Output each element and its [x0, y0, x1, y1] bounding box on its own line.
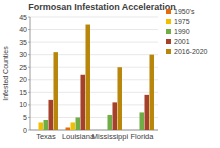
bar — [39, 122, 43, 130]
legend-swatch — [166, 19, 171, 24]
bar — [76, 117, 80, 130]
title: Formosan Infestation Acceleration — [28, 2, 176, 12]
legend-swatch — [166, 9, 171, 14]
bar — [71, 122, 75, 130]
bar — [103, 130, 107, 131]
grid-line — [30, 79, 158, 80]
legend-label: 2001 — [174, 38, 190, 45]
bar — [108, 115, 112, 130]
legend-swatch — [166, 49, 171, 54]
tick-label: 20 — [19, 76, 27, 83]
grid-line — [30, 29, 158, 30]
legend-label: 1975 — [174, 18, 190, 25]
bar — [44, 120, 48, 130]
tick-label: 15 — [19, 89, 27, 96]
legend-label: 1950's — [174, 8, 195, 15]
tick-label: 25 — [19, 64, 27, 71]
legend-label: 1990 — [174, 28, 190, 35]
bar — [98, 130, 102, 131]
bar — [112, 102, 116, 130]
bar — [80, 75, 84, 130]
tick-label: 0 — [23, 127, 27, 134]
chart-svg: Formosan Infestation Acceleration Infeste… — [0, 0, 220, 148]
tick-label: 30 — [19, 51, 27, 58]
legend-swatch — [166, 39, 171, 44]
category-label: Florida — [131, 132, 155, 141]
bar — [48, 100, 52, 130]
category-label: Louisiana — [62, 132, 95, 141]
bar — [53, 52, 57, 130]
y-axis — [30, 17, 31, 130]
tick-label: 10 — [19, 101, 27, 108]
bar — [135, 130, 139, 131]
bar — [144, 95, 148, 130]
legend-swatch — [166, 29, 171, 34]
category-label: Mississippi — [92, 132, 129, 141]
grid-line — [30, 67, 158, 68]
chart-container: Formosan Infestation Acceleration Infeste… — [0, 0, 220, 148]
bar — [66, 127, 70, 130]
tick-label: 40 — [19, 26, 27, 33]
bar — [149, 55, 153, 130]
category-label: Texas — [36, 132, 56, 141]
bar — [117, 67, 121, 130]
bar — [140, 112, 144, 130]
grid-line — [30, 54, 158, 55]
grid-line — [30, 17, 158, 18]
tick-label: 45 — [19, 14, 27, 21]
bar — [130, 130, 134, 131]
bar — [85, 25, 89, 130]
legend-label: 2016-2020 — [174, 48, 208, 55]
grid-line — [30, 42, 158, 43]
y-axis-label: Infested Counties — [2, 46, 9, 101]
tick-label: 5 — [23, 114, 27, 121]
grid-line — [30, 92, 158, 93]
bars — [39, 25, 154, 130]
tick-label: 35 — [19, 39, 27, 46]
bar — [34, 130, 38, 131]
